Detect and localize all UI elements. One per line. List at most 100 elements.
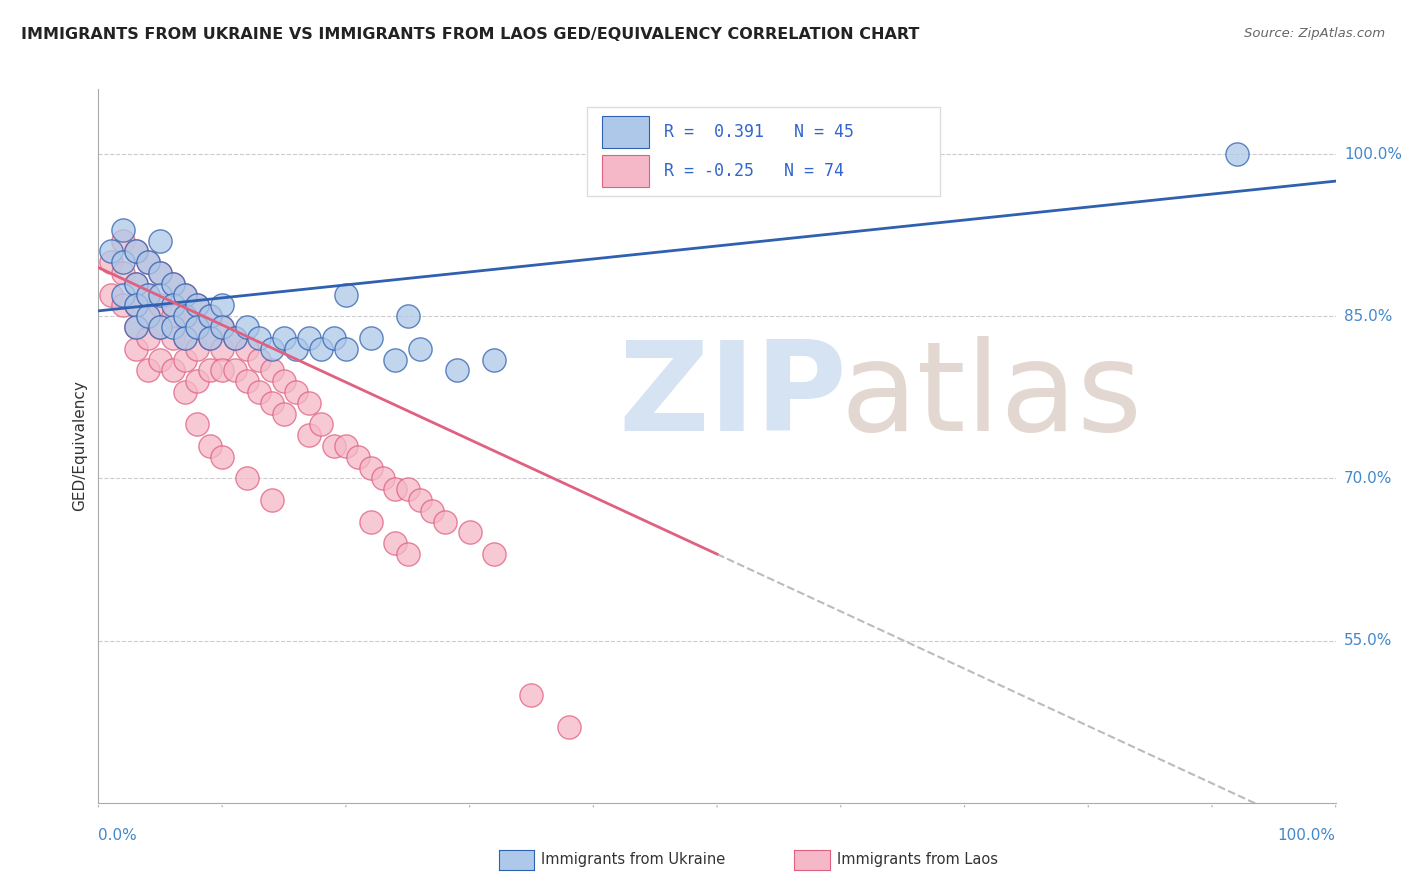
- Point: [149, 266, 172, 280]
- Point: [309, 417, 332, 432]
- Point: [174, 310, 197, 324]
- Point: [211, 342, 233, 356]
- Point: [273, 331, 295, 345]
- Point: [260, 396, 283, 410]
- Point: [224, 363, 246, 377]
- Point: [347, 450, 370, 464]
- Point: [360, 460, 382, 475]
- Point: [433, 515, 456, 529]
- Point: [124, 320, 146, 334]
- Point: [298, 428, 321, 442]
- Point: [174, 310, 197, 324]
- Point: [211, 320, 233, 334]
- Text: 100.0%: 100.0%: [1344, 146, 1402, 161]
- Y-axis label: GED/Equivalency: GED/Equivalency: [72, 381, 87, 511]
- Point: [186, 298, 208, 312]
- FancyBboxPatch shape: [588, 107, 939, 196]
- Point: [149, 320, 172, 334]
- Point: [186, 342, 208, 356]
- Point: [224, 331, 246, 345]
- Point: [322, 439, 344, 453]
- Text: atlas: atlas: [841, 335, 1143, 457]
- Point: [236, 342, 259, 356]
- Point: [174, 287, 197, 301]
- Point: [396, 547, 419, 561]
- Point: [557, 720, 579, 734]
- Point: [335, 342, 357, 356]
- Point: [309, 342, 332, 356]
- Point: [371, 471, 394, 485]
- Point: [198, 331, 221, 345]
- Point: [124, 320, 146, 334]
- Point: [186, 298, 208, 312]
- Point: [1226, 147, 1249, 161]
- Point: [136, 331, 159, 345]
- Text: IMMIGRANTS FROM UKRAINE VS IMMIGRANTS FROM LAOS GED/EQUIVALENCY CORRELATION CHAR: IMMIGRANTS FROM UKRAINE VS IMMIGRANTS FR…: [21, 27, 920, 42]
- Point: [136, 363, 159, 377]
- Point: [112, 255, 135, 269]
- Point: [211, 298, 233, 312]
- Point: [174, 331, 197, 345]
- Text: Immigrants from Ukraine: Immigrants from Ukraine: [541, 853, 725, 867]
- Text: 85.0%: 85.0%: [1344, 309, 1392, 324]
- Point: [112, 287, 135, 301]
- Point: [112, 298, 135, 312]
- Point: [174, 331, 197, 345]
- Point: [186, 374, 208, 388]
- Text: 55.0%: 55.0%: [1344, 633, 1392, 648]
- Text: 100.0%: 100.0%: [1278, 828, 1336, 843]
- Point: [211, 320, 233, 334]
- Point: [298, 331, 321, 345]
- Text: 0.0%: 0.0%: [98, 828, 138, 843]
- Point: [236, 374, 259, 388]
- Point: [384, 352, 406, 367]
- Point: [422, 504, 444, 518]
- Point: [112, 266, 135, 280]
- Point: [186, 417, 208, 432]
- Point: [124, 298, 146, 312]
- Point: [124, 244, 146, 259]
- Point: [224, 331, 246, 345]
- Point: [247, 352, 270, 367]
- Point: [124, 298, 146, 312]
- Point: [149, 320, 172, 334]
- Point: [198, 439, 221, 453]
- Point: [100, 255, 122, 269]
- Point: [162, 277, 184, 291]
- Point: [211, 363, 233, 377]
- Point: [247, 384, 270, 399]
- Point: [396, 310, 419, 324]
- Point: [322, 331, 344, 345]
- Point: [260, 493, 283, 508]
- Point: [124, 342, 146, 356]
- Point: [136, 310, 159, 324]
- Point: [198, 363, 221, 377]
- Point: [360, 515, 382, 529]
- Point: [136, 255, 159, 269]
- Text: R =  0.391   N = 45: R = 0.391 N = 45: [664, 123, 853, 141]
- Point: [136, 287, 159, 301]
- Point: [100, 244, 122, 259]
- Point: [260, 342, 283, 356]
- Point: [484, 352, 506, 367]
- Point: [149, 352, 172, 367]
- Point: [273, 407, 295, 421]
- Point: [112, 223, 135, 237]
- Point: [198, 310, 221, 324]
- Point: [149, 266, 172, 280]
- Point: [360, 331, 382, 345]
- Point: [335, 439, 357, 453]
- Point: [149, 298, 172, 312]
- Point: [384, 482, 406, 496]
- Point: [186, 320, 208, 334]
- Point: [285, 384, 308, 399]
- Point: [211, 450, 233, 464]
- Text: ZIP: ZIP: [619, 335, 846, 457]
- Point: [520, 688, 543, 702]
- Point: [112, 234, 135, 248]
- Point: [162, 298, 184, 312]
- Point: [149, 234, 172, 248]
- Point: [186, 320, 208, 334]
- Point: [136, 310, 159, 324]
- Point: [124, 277, 146, 291]
